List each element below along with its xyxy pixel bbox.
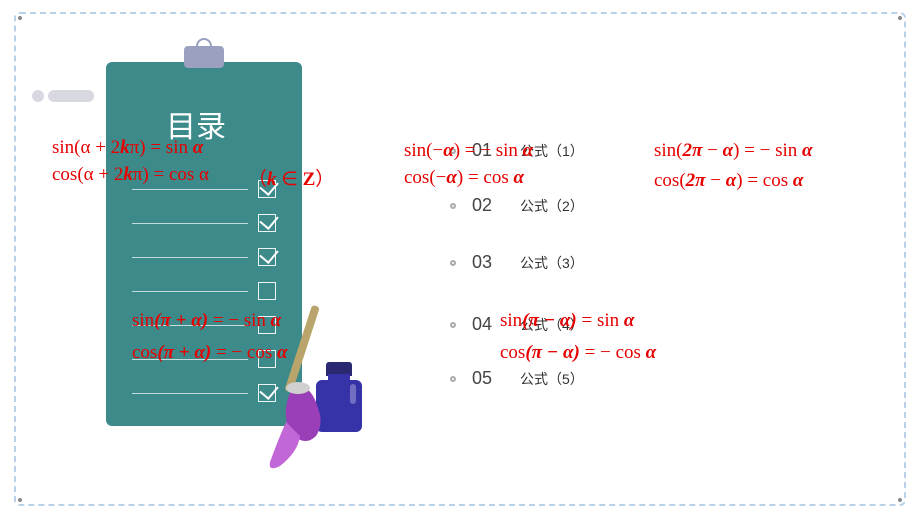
- clipboard-row-line: [132, 257, 248, 258]
- clipboard-row: [132, 214, 276, 232]
- formula-text: sin(α + 2kπ) = sin α: [52, 137, 203, 159]
- formula-text: sin(π − α) = sin α: [500, 310, 634, 332]
- clipboard-row: [132, 248, 276, 266]
- formula-text: cos(2π − α) = cos α: [654, 170, 803, 192]
- clipboard-row-line: [132, 189, 248, 190]
- toc-label: 公式（5）: [520, 369, 584, 389]
- clipboard-row: [132, 282, 276, 300]
- toc-number: 02: [472, 195, 512, 216]
- decor-pill: [48, 90, 94, 102]
- formula-text: sin(−α) = − sin α: [404, 140, 533, 162]
- formula-text: cos(α + 2kπ) = cos α: [52, 164, 209, 186]
- clipboard-row-line: [132, 291, 248, 292]
- formula-text: cos(π + α) = − cos α: [132, 342, 287, 364]
- toc-number: 05: [472, 368, 512, 389]
- toc-item: 05 公式（5）: [450, 368, 584, 389]
- toc-item: 02 公式（2）: [450, 195, 584, 216]
- clipboard-row: [132, 384, 276, 402]
- toc-bullet-icon: [450, 260, 456, 266]
- decor-dot: [32, 90, 44, 102]
- corner-dot: [898, 16, 902, 20]
- toc-item: 03 公式（3）: [450, 252, 584, 273]
- formula-text: （k ∈ Z）: [248, 164, 334, 191]
- formula-text: cos(π − α) = − cos α: [500, 342, 656, 364]
- clipboard-row-line: [132, 393, 248, 394]
- checkbox-checked-icon: [258, 214, 276, 232]
- toc-bullet-icon: [450, 203, 456, 209]
- corner-dot: [18, 16, 22, 20]
- toc-label: 公式（2）: [520, 196, 584, 216]
- corner-dot: [898, 498, 902, 502]
- toc-bullet-icon: [450, 322, 456, 328]
- checkbox-empty-icon: [258, 282, 276, 300]
- formula-text: sin(π + α) = − sin α: [132, 310, 281, 332]
- checkbox-checked-icon: [258, 248, 276, 266]
- corner-dot: [18, 498, 22, 502]
- clipboard-row-line: [132, 223, 248, 224]
- clipboard-clip: [184, 46, 224, 68]
- formula-text: cos(−α) = cos α: [404, 167, 524, 189]
- toc-bullet-icon: [450, 376, 456, 382]
- toc-number: 03: [472, 252, 512, 273]
- toc-label: 公式（3）: [520, 253, 584, 273]
- formula-text: sin(2π − α) = − sin α: [654, 140, 813, 162]
